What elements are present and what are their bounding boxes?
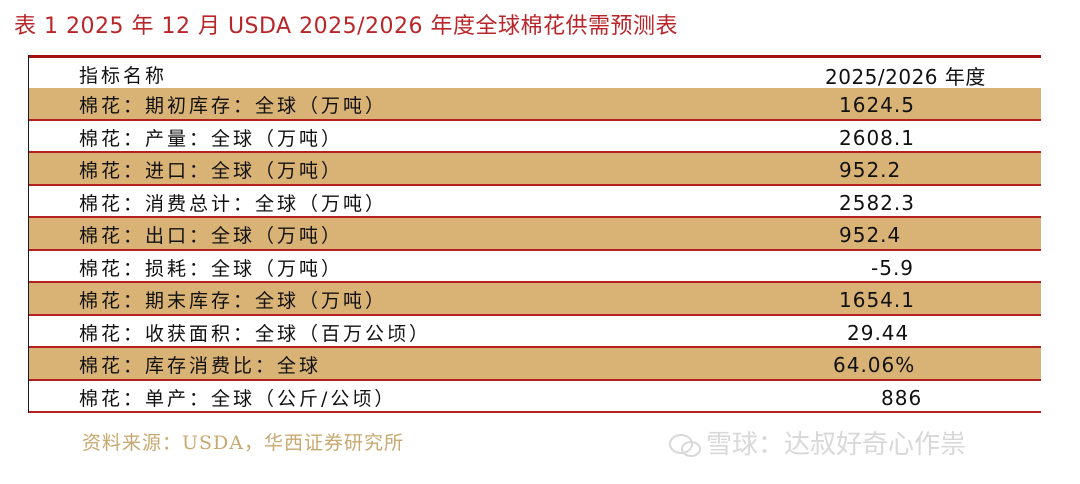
row-value: 64.06% bbox=[833, 353, 916, 377]
watermark-text: 雪球：达叔好奇心作祟 bbox=[706, 430, 967, 460]
row-value: 2608.1 bbox=[839, 125, 915, 150]
row-label: 棉花：出口：全球（万吨） bbox=[79, 225, 344, 247]
row-value: 952.2 bbox=[839, 158, 902, 182]
table-header-row: 指标名称 2025/2026 年度 bbox=[29, 58, 1041, 89]
table-row: 棉花：期初库存：全球（万吨） 1624.5 bbox=[29, 88, 1041, 121]
table-row: 棉花：损耗：全球（万吨） -5.9 bbox=[29, 251, 1041, 283]
row-label: 棉花：消费总计：全球（万吨） bbox=[79, 192, 388, 215]
wechat-icon bbox=[669, 433, 701, 457]
row-label: 棉花：进口：全球（万吨） bbox=[79, 160, 344, 182]
row-label: 棉花：期初库存：全球（万吨） bbox=[79, 95, 388, 117]
row-label: 棉花：库存消费比：全球 bbox=[79, 355, 322, 377]
row-label: 棉花：收获面积：全球（百万公顷） bbox=[79, 322, 432, 345]
table-row: 棉花：单产：全球（公斤/公顷） 886 bbox=[29, 381, 1041, 413]
table-row: 棉花：出口：全球（万吨） 952.4 bbox=[29, 218, 1041, 251]
table-title: 表 1 2025 年 12 月 USDA 2025/2026 年度全球棉花供需预… bbox=[14, 14, 678, 39]
header-season: 2025/2026 年度 bbox=[825, 65, 986, 89]
table-row: 棉花：收获面积：全球（百万公顷） 29.44 bbox=[29, 316, 1041, 348]
row-value: 29.44 bbox=[847, 320, 910, 345]
row-value: 1654.1 bbox=[839, 288, 915, 312]
watermark: 雪球：达叔好奇心作祟 bbox=[668, 424, 966, 461]
row-label: 棉花：产量：全球（万吨） bbox=[79, 127, 344, 150]
row-label: 棉花：期末库存：全球（万吨） bbox=[79, 290, 388, 312]
header-indicator-name: 指标名称 bbox=[79, 65, 168, 87]
table-row: 棉花：产量：全球（万吨） 2608.1 bbox=[29, 121, 1041, 153]
table-top-rule bbox=[29, 55, 1041, 58]
table-row: 棉花：库存消费比：全球 64.06% bbox=[29, 348, 1041, 381]
row-label: 棉花：单产：全球（公斤/公顷） bbox=[79, 387, 397, 410]
row-value: 2582.3 bbox=[839, 190, 915, 215]
row-value: 952.4 bbox=[839, 223, 902, 247]
row-value: 1624.5 bbox=[839, 93, 915, 117]
table-row: 棉花：期末库存：全球（万吨） 1654.1 bbox=[29, 283, 1041, 316]
table-row: 棉花：消费总计：全球（万吨） 2582.3 bbox=[29, 186, 1041, 218]
row-value: -5.9 bbox=[871, 255, 915, 280]
row-value: 886 bbox=[881, 385, 923, 410]
table-row: 棉花：进口：全球（万吨） 952.2 bbox=[29, 153, 1041, 186]
row-label: 棉花：损耗：全球（万吨） bbox=[79, 257, 344, 280]
supply-demand-table: 指标名称 2025/2026 年度 棉花：期初库存：全球（万吨） 1624.5 棉花… bbox=[28, 55, 1041, 413]
source-note: 资料来源：USDA，华西证券研究所 bbox=[82, 432, 404, 454]
